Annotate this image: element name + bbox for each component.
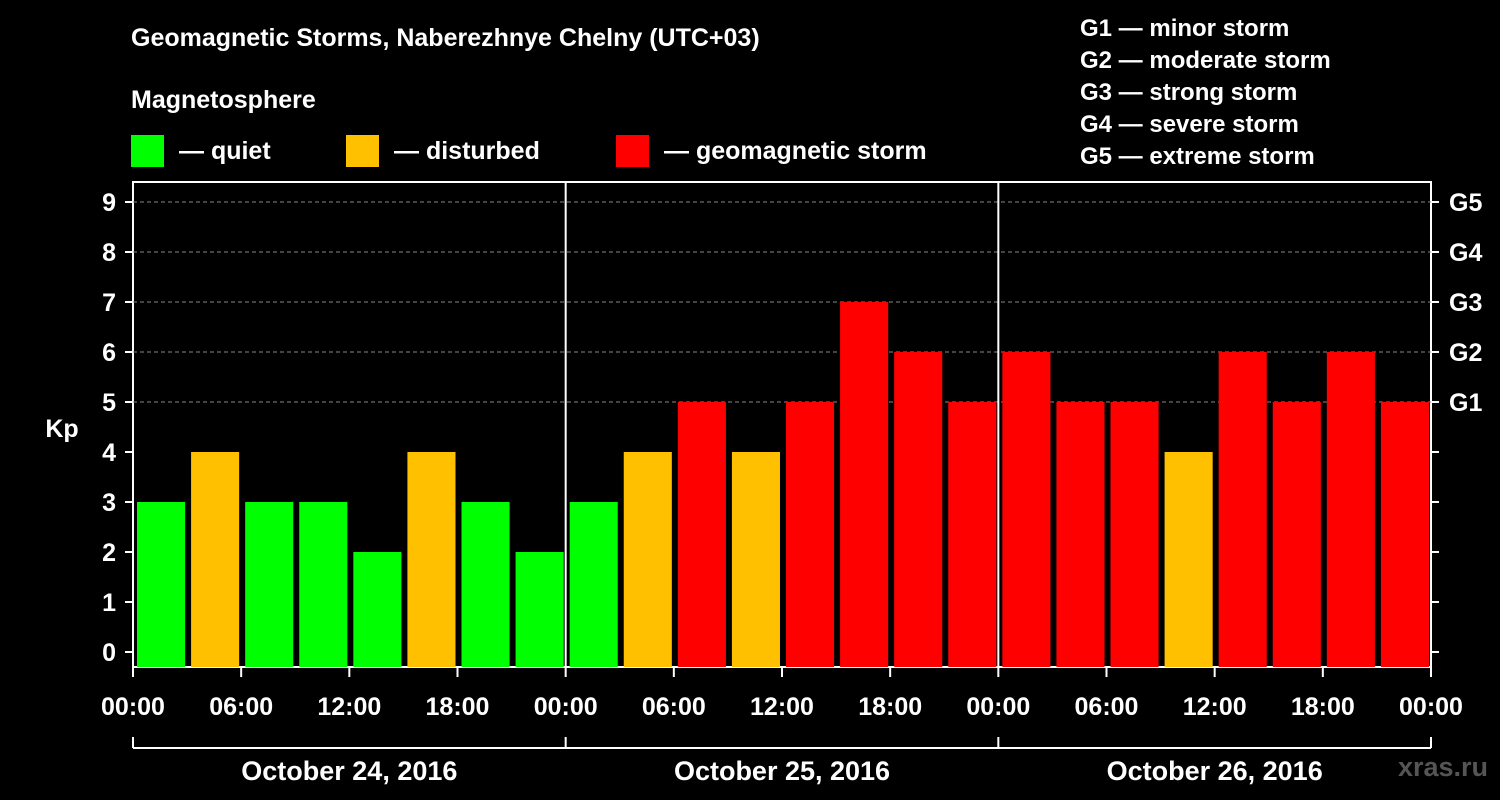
g-scale-g5: G5 — extreme storm [1080,143,1315,170]
g-level-label: G4 [1449,239,1482,267]
kp-bar [1164,452,1213,667]
x-tick-label: 18:00 [426,693,490,721]
y-tick-label: 3 [102,489,116,517]
kp-bar [731,452,780,667]
kp-bar [407,452,456,667]
y-tick-label: 9 [102,189,116,217]
kp-bar [623,452,672,667]
y-tick-label: 1 [102,589,116,617]
legend-disturbed: — disturbed [346,135,540,167]
y-tick-label: 7 [102,289,116,317]
legend-label-storm: — geomagnetic storm [664,136,927,165]
g-level-label: G1 [1449,389,1482,417]
date-label: October 26, 2016 [1107,756,1323,786]
kp-bar [677,402,726,667]
y-tick-label: 0 [102,639,116,667]
date-label: October 24, 2016 [241,756,457,786]
kp-bar [299,502,348,667]
legend-label-disturbed: — disturbed [394,136,540,165]
kp-bar [786,402,835,667]
y-axis-label: Kp [45,415,78,443]
x-tick-label: 06:00 [1075,693,1139,721]
legend-swatch-quiet [131,135,164,167]
kp-bar [1110,402,1159,667]
x-tick-label: 00:00 [966,693,1030,721]
g-scale-g1: G1 — minor storm [1080,15,1290,42]
y-tick-label: 2 [102,539,116,567]
kp-bar [137,502,186,667]
kp-bar [191,452,240,667]
x-tick-label: 18:00 [858,693,922,721]
magnetosphere-title: Magnetosphere [131,86,316,114]
watermark: xras.ru [1397,752,1488,782]
g-scale-g3: G3 — strong storm [1080,79,1298,106]
kp-bar [840,302,889,667]
kp-bar [1326,352,1375,667]
kp-bar [948,402,997,667]
x-tick-label: 12:00 [1183,693,1247,721]
y-tick-label: 6 [102,339,116,367]
y-tick-label: 8 [102,239,116,267]
chart-title: Geomagnetic Storms, Naberezhnye Chelny (… [131,24,760,52]
g-scale-g4: G4 — severe storm [1080,111,1299,138]
legend-swatch-disturbed [346,135,379,167]
x-tick-label: 06:00 [642,693,706,721]
legend-quiet: — quiet [131,135,271,167]
kp-bar [461,502,510,667]
y-tick-label: 5 [102,389,116,417]
legend-swatch-storm [616,135,649,167]
x-tick-label: 06:00 [209,693,273,721]
kp-bar [245,502,294,667]
x-tick-label: 00:00 [1399,693,1463,721]
y-tick-label: 4 [102,439,116,467]
g-level-label: G2 [1449,339,1482,367]
legend-label-quiet: — quiet [179,136,271,165]
legend-storm: — geomagnetic storm [616,135,927,167]
x-tick-label: 18:00 [1291,693,1355,721]
g-scale-g2: G2 — moderate storm [1080,47,1331,74]
kp-bar [569,502,618,667]
kp-bar [1380,402,1429,667]
date-label: October 25, 2016 [674,756,890,786]
kp-bar [1272,402,1321,667]
kp-bar [1002,352,1051,667]
g-level-label: G3 [1449,289,1482,317]
kp-bar [1056,402,1105,667]
kp-bar [353,552,402,667]
x-tick-label: 00:00 [534,693,598,721]
kp-bar [515,552,564,667]
g-level-label: G5 [1449,189,1482,217]
x-tick-label: 12:00 [750,693,814,721]
x-tick-label: 00:00 [101,693,165,721]
kp-bar [894,352,943,667]
x-tick-label: 12:00 [317,693,381,721]
kp-bar [1218,352,1267,667]
